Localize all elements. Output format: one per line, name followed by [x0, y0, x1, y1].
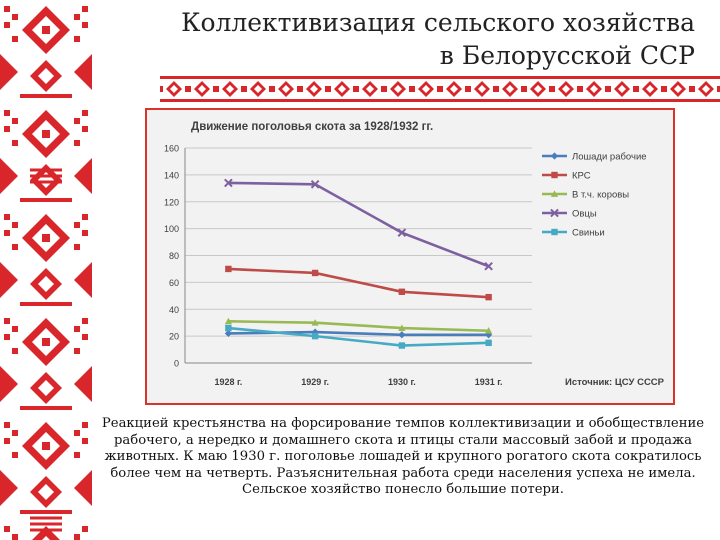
legend-label: Лошади рабочие — [572, 152, 647, 163]
data-point — [551, 228, 558, 236]
chart-frame: Движение поголовья скота за 1928/1932 гг… — [145, 108, 675, 405]
data-point-stroke — [550, 208, 559, 218]
series-line — [228, 181, 490, 268]
x-axis: 1928 г. 1929 г. 1930 г. 1931 г. — [185, 362, 532, 387]
legend-item: В т.ч. коровы — [542, 190, 629, 201]
ornament-left-border — [0, 0, 92, 540]
line-chart: Движение поголовья скота за 1928/1932 гг… — [147, 110, 673, 403]
series-line — [228, 320, 489, 333]
data-point — [550, 152, 559, 160]
data-point — [398, 331, 406, 339]
ornament-top-strip — [160, 76, 720, 102]
series — [225, 265, 492, 301]
data-point — [224, 317, 232, 325]
x-tick-label: 1930 г. — [388, 377, 416, 387]
x-tick-label: 1931 г. — [475, 377, 503, 387]
data-point — [225, 324, 232, 332]
data-point — [311, 332, 319, 340]
chart-series — [224, 178, 493, 349]
series — [224, 317, 493, 334]
y-axis: 0 20 40 60 80 100 120 140 160 — [164, 144, 186, 369]
data-point — [398, 342, 406, 349]
data-point-stroke — [397, 228, 407, 237]
x-tick-label: 1929 г. — [301, 377, 329, 387]
data-point — [485, 327, 493, 334]
y-tick-label: 160 — [164, 144, 179, 154]
data-point — [398, 288, 406, 295]
data-point — [485, 339, 492, 347]
chart-source-label: Источник: ЦСУ СССР — [565, 377, 665, 388]
data-point — [224, 329, 232, 338]
y-tick-label: 0 — [174, 359, 179, 369]
slide-body-text: Реакцией крестьянства на форсирование те… — [101, 416, 705, 498]
series-line — [228, 267, 489, 299]
data-point — [550, 208, 559, 218]
legend-item: Овцы — [542, 209, 597, 220]
legend-label: В т.ч. коровы — [572, 190, 629, 201]
y-tick-label: 100 — [164, 224, 179, 234]
data-point-stroke — [484, 261, 493, 271]
legend-label: Овцы — [572, 209, 597, 220]
x-tick-label: 1928 г. — [214, 377, 242, 387]
chart-title: Движение поголовья скота за 1928/1932 гг… — [191, 121, 433, 133]
data-point — [485, 293, 492, 301]
slide-title-line-1: Коллективизация сельского хозяйства — [181, 8, 695, 37]
data-point — [225, 265, 232, 273]
series — [225, 324, 492, 349]
legend-label: КРС — [572, 171, 591, 182]
data-point — [310, 179, 320, 189]
data-point — [484, 261, 493, 271]
data-point — [550, 190, 559, 197]
chart-legend: Лошади рабочие КРС В т.ч. коровы Овцы Свиньи — [542, 152, 647, 239]
data-point — [311, 319, 319, 326]
series — [224, 178, 493, 271]
slide-title-line-2: в Белорусской ССР — [439, 41, 695, 70]
series-line — [228, 326, 489, 347]
legend-item: Лошади рабочие — [542, 152, 647, 163]
y-tick-label: 120 — [164, 197, 179, 207]
data-point — [398, 324, 406, 331]
legend-item: КРС — [542, 171, 591, 182]
data-point-stroke — [310, 179, 320, 189]
y-tick-label: 20 — [169, 332, 179, 342]
y-tick-label: 60 — [169, 278, 179, 288]
legend-label: Свиньи — [572, 228, 605, 239]
data-point — [311, 269, 319, 277]
y-tick-label: 140 — [164, 170, 179, 180]
slide-title: Коллективизация сельского хозяйства в Бе… — [100, 6, 695, 72]
y-tick-label: 80 — [169, 251, 179, 261]
data-point — [397, 228, 407, 237]
data-point — [224, 178, 233, 188]
data-point-stroke — [224, 178, 233, 188]
y-tick-label: 40 — [169, 305, 179, 315]
data-point — [551, 171, 558, 179]
legend-item: Свиньи — [542, 228, 605, 239]
